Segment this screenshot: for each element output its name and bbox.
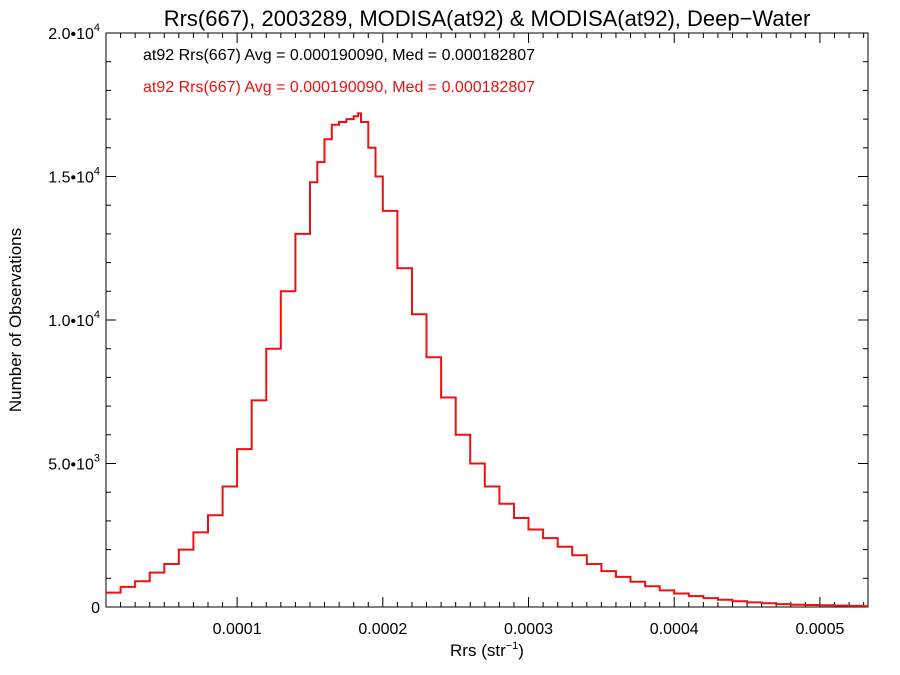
legend-entry-2: at92 Rrs(667) Avg = 0.000190090, Med = 0… xyxy=(143,79,535,96)
y-tick-label-base: 5.0•10 xyxy=(48,457,94,474)
x-tick-label: 0.0003 xyxy=(504,621,553,638)
x-axis: 0.0001 0.0002 0.0003 0.0004 0.0005 xyxy=(120,33,865,638)
y-tick-label: 1.5•104 xyxy=(48,166,100,187)
x-axis-label-superscript: −1 xyxy=(506,640,519,652)
histogram-series-line xyxy=(106,112,868,608)
y-tick-label-exponent: 4 xyxy=(94,166,100,178)
x-tick-label: 0.0002 xyxy=(358,621,407,638)
y-tick-label: 0 xyxy=(91,600,100,617)
y-tick-label-base: 1.5•10 xyxy=(48,170,94,187)
y-tick-label: 5.0•103 xyxy=(48,453,100,474)
x-tick-label: 0.0001 xyxy=(213,621,262,638)
x-tick-label: 0.0004 xyxy=(650,621,699,638)
plot-frame xyxy=(105,32,869,608)
plot-area xyxy=(105,32,869,608)
y-tick-label-exponent: 4 xyxy=(94,309,100,321)
x-axis-label: Rrs (str−1) xyxy=(450,640,524,660)
y-tick-label: 1.0•104 xyxy=(48,309,100,330)
y-tick-label-base: 1.0•10 xyxy=(48,313,94,330)
x-tick-label: 0.0005 xyxy=(795,621,844,638)
y-tick-label: 2.0•104 xyxy=(48,22,100,43)
chart-title: Rrs(667), 2003289, MODISA(at92) & MODISA… xyxy=(164,6,811,31)
y-tick-label-exponent: 4 xyxy=(94,22,100,34)
y-tick-label-base: 2.0•10 xyxy=(48,26,94,43)
y-tick-label-base: 0 xyxy=(91,600,100,617)
y-axis-label: Number of Observations xyxy=(6,228,25,412)
y-tick-label-exponent: 3 xyxy=(94,453,100,465)
x-axis-label-close: ) xyxy=(518,641,524,660)
x-axis-label-text: Rrs (str xyxy=(450,641,506,660)
legend-entry-1: at92 Rrs(667) Avg = 0.000190090, Med = 0… xyxy=(143,47,535,64)
